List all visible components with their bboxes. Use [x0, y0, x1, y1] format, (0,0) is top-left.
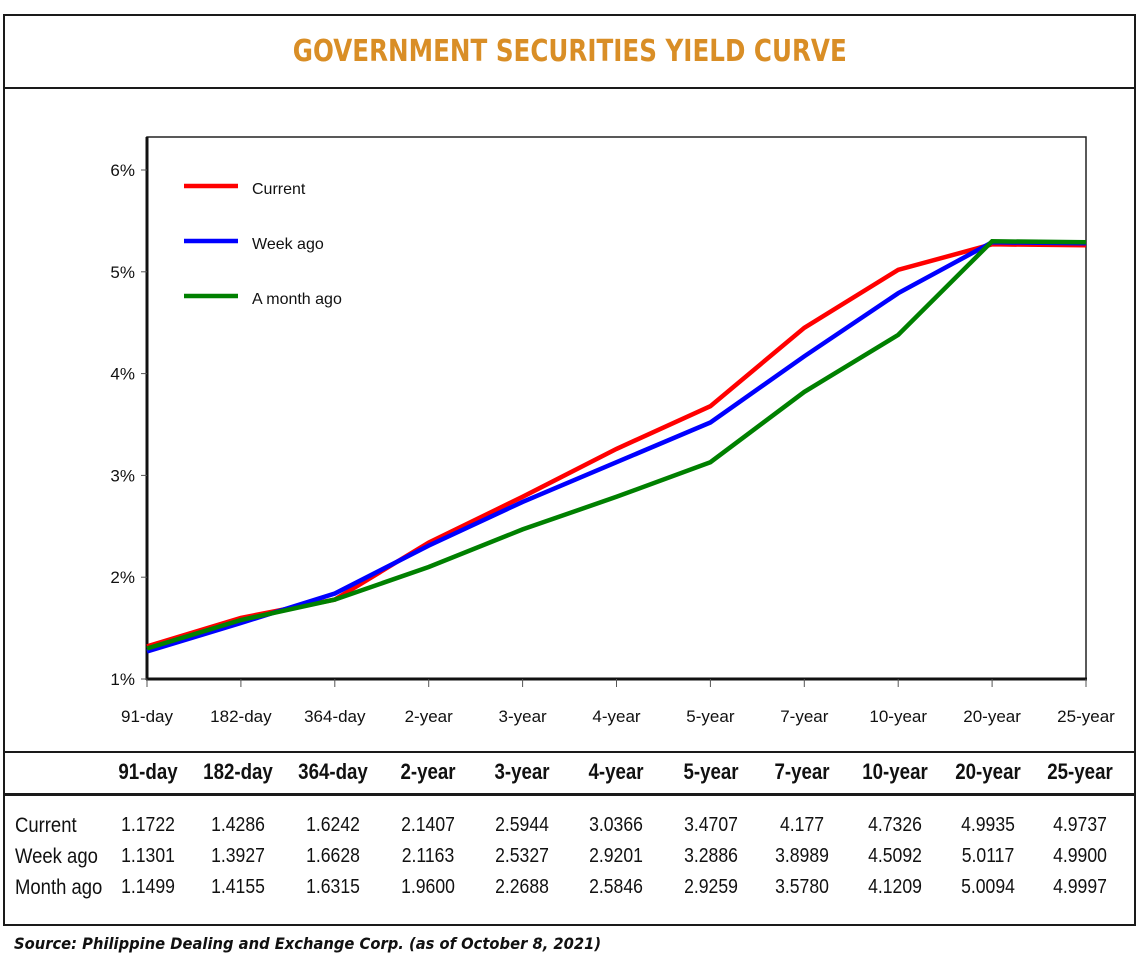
table-cell: 1.6315 — [306, 876, 360, 898]
table-cell: 3.0366 — [589, 814, 643, 836]
x-tick-label: 4-year — [592, 707, 641, 726]
table-cell: 2.5846 — [589, 876, 643, 898]
plot-area — [146, 136, 1087, 680]
table-column-header: 91-day — [118, 759, 178, 784]
table-cell: 5.0117 — [961, 845, 1015, 867]
figure-frame: GOVERNMENT SECURITIES YIELD CURVE — [3, 14, 1136, 926]
yield-curve-chart: 1% 2% 3% 4% 5% 6% 91-day 182-day 364-day 2-year 3… — [110, 136, 1115, 726]
row-label: Month ago — [15, 876, 103, 899]
x-tick-label: 182-day — [210, 707, 272, 726]
x-tick-label: 5-year — [686, 707, 735, 726]
table-cell: 2.1163 — [401, 845, 455, 867]
y-tick-label: 5% — [110, 263, 135, 282]
table-column-header: 7-year — [774, 759, 830, 784]
table-column-header: 2-year — [400, 759, 456, 784]
table-cell: 1.4155 — [211, 876, 265, 898]
table-column-header: 20-year — [955, 759, 1021, 784]
table-cell: 1.6242 — [306, 814, 360, 836]
table-cell: 4.177 — [779, 814, 825, 836]
row-label: Week ago — [15, 845, 98, 868]
table-row: Week ago 1.1301 1.3927 1.6628 2.1163 2.5327 2.… — [3, 845, 1136, 871]
table-cell: 3.5780 — [775, 876, 829, 898]
legend-label: Week ago — [252, 236, 324, 253]
y-tick-label: 1% — [110, 670, 135, 689]
table-cell: 3.4707 — [684, 814, 738, 836]
table-column-header: 364-day — [298, 759, 368, 784]
table-cell: 2.5327 — [495, 845, 549, 867]
table-column-header: 5-year — [683, 759, 739, 784]
table-cell: 1.1722 — [121, 814, 175, 836]
chart-title: GOVERNMENT SECURITIES YIELD CURVE — [292, 34, 847, 69]
table-cell: 4.7326 — [868, 814, 922, 836]
x-tick-label: 25-year — [1057, 707, 1115, 726]
table-cell: 1.3927 — [211, 845, 265, 867]
table-cell: 1.6628 — [306, 845, 360, 867]
table-column-header: 182-day — [203, 759, 273, 784]
table-cell: 3.8989 — [775, 845, 829, 867]
legend-label: A month ago — [252, 291, 342, 308]
table-cell: 4.1209 — [868, 876, 922, 898]
table-cell: 1.1301 — [121, 845, 175, 867]
table-cell: 3.2886 — [684, 845, 738, 867]
table-column-header: 4-year — [588, 759, 644, 784]
y-tick-label: 4% — [110, 365, 135, 384]
table-cell: 5.0094 — [961, 876, 1015, 898]
x-tick-label: 364-day — [304, 707, 366, 726]
table-cell: 2.1407 — [401, 814, 455, 836]
table-cell: 1.1499 — [121, 876, 175, 898]
x-tick-label: 10-year — [869, 707, 927, 726]
title-box: GOVERNMENT SECURITIES YIELD CURVE — [5, 16, 1134, 89]
table-cell: 4.9900 — [1053, 845, 1107, 867]
x-tick-label: 91-day — [121, 707, 173, 726]
x-tick-label: 3-year — [499, 707, 548, 726]
table-column-header: 3-year — [494, 759, 550, 784]
x-tick-label: 20-year — [963, 707, 1021, 726]
table-cell: 1.9600 — [401, 876, 455, 898]
table-header: 91-day 182-day 364-day 2-year 3-year 4-year 5-… — [3, 751, 1136, 796]
x-tick-label: 2-year — [405, 707, 454, 726]
table-column-header: 10-year — [862, 759, 928, 784]
y-tick-label: 2% — [110, 568, 135, 587]
table-row: Current 1.1722 1.4286 1.6242 2.1407 2.5944 3.0… — [3, 814, 1136, 840]
legend-label: Current — [252, 181, 306, 198]
table-cell: 4.9737 — [1053, 814, 1107, 836]
y-tick-label: 6% — [110, 161, 135, 180]
table-column-header: 25-year — [1047, 759, 1113, 784]
table-cell: 2.9259 — [684, 876, 738, 898]
table-cell: 4.9997 — [1053, 876, 1107, 898]
table-cell: 4.5092 — [868, 845, 922, 867]
source-note: Source: Philippine Dealing and Exchange … — [14, 934, 602, 953]
table-cell: 2.2688 — [495, 876, 549, 898]
table-cell: 2.5944 — [495, 814, 549, 836]
table-cell: 4.9935 — [961, 814, 1015, 836]
y-tick-label: 3% — [110, 466, 135, 485]
table-cell: 1.4286 — [211, 814, 265, 836]
table-row: Month ago 1.1499 1.4155 1.6315 1.9600 2.2688 2… — [3, 876, 1136, 902]
x-tick-label: 7-year — [780, 707, 829, 726]
table-cell: 2.9201 — [589, 845, 643, 867]
row-label: Current — [15, 814, 77, 837]
